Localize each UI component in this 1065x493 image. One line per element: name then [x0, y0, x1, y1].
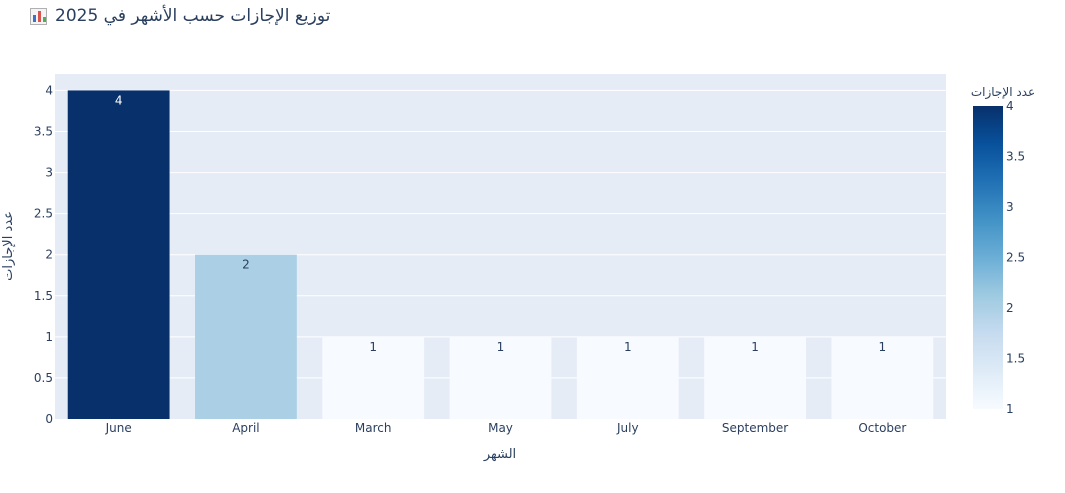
bar — [704, 336, 806, 419]
y-tick-label: 1 — [45, 330, 53, 344]
bar-data-label: 1 — [497, 340, 505, 354]
y-tick-label: 1.5 — [34, 289, 53, 303]
bar-chart-icon — [30, 7, 47, 25]
y-tick-label: 3 — [45, 166, 53, 180]
x-tick-label: June — [105, 421, 132, 435]
colorbar-tick-label: 3.5 — [1006, 150, 1025, 164]
x-tick-label: October — [858, 421, 906, 435]
bar — [576, 336, 679, 419]
colorbar — [973, 106, 1003, 409]
colorbar-tick-label: 3 — [1006, 200, 1014, 214]
bar-data-label: 1 — [879, 340, 887, 354]
bar-data-label: 1 — [751, 340, 759, 354]
bar-data-label: 1 — [369, 340, 377, 354]
x-tick-label: May — [488, 421, 513, 435]
colorbar-tick-label: 2 — [1006, 301, 1014, 315]
bar — [322, 336, 425, 419]
colorbar-tick-label: 2.5 — [1006, 251, 1025, 265]
y-tick-label: 4 — [45, 83, 53, 97]
bar — [67, 90, 170, 419]
chart-title-row: توزيع الإجازات حسب الأشهر في 2025 — [30, 6, 330, 26]
x-tick-label: April — [232, 421, 259, 435]
colorbar-title: عدد الإجازات — [971, 85, 1035, 100]
y-tick-label: 0.5 — [34, 371, 53, 385]
bar-data-label: 1 — [624, 340, 632, 354]
x-tick-label: March — [355, 421, 392, 435]
bar — [195, 254, 297, 419]
chart-title: توزيع الإجازات حسب الأشهر في 2025 — [55, 6, 331, 26]
x-tick-label: July — [616, 421, 639, 435]
bar — [449, 336, 552, 419]
x-axis-title: الشهر — [483, 447, 516, 462]
y-tick-label: 2.5 — [34, 207, 53, 221]
y-tick-label: 3.5 — [34, 125, 53, 139]
x-tick-label: September — [722, 421, 788, 435]
y-tick-label: 0 — [45, 412, 53, 426]
bar — [831, 336, 934, 419]
bar-data-label: 2 — [242, 258, 250, 272]
y-tick-label: 2 — [45, 248, 53, 262]
colorbar-tick-label: 1 — [1006, 402, 1014, 416]
y-axis-title: عدد الإجازات — [1, 211, 16, 281]
colorbar-tick-label: 4 — [1006, 99, 1014, 113]
colorbar-tick-label: 1.5 — [1006, 352, 1025, 366]
bar-data-label: 4 — [115, 93, 123, 107]
